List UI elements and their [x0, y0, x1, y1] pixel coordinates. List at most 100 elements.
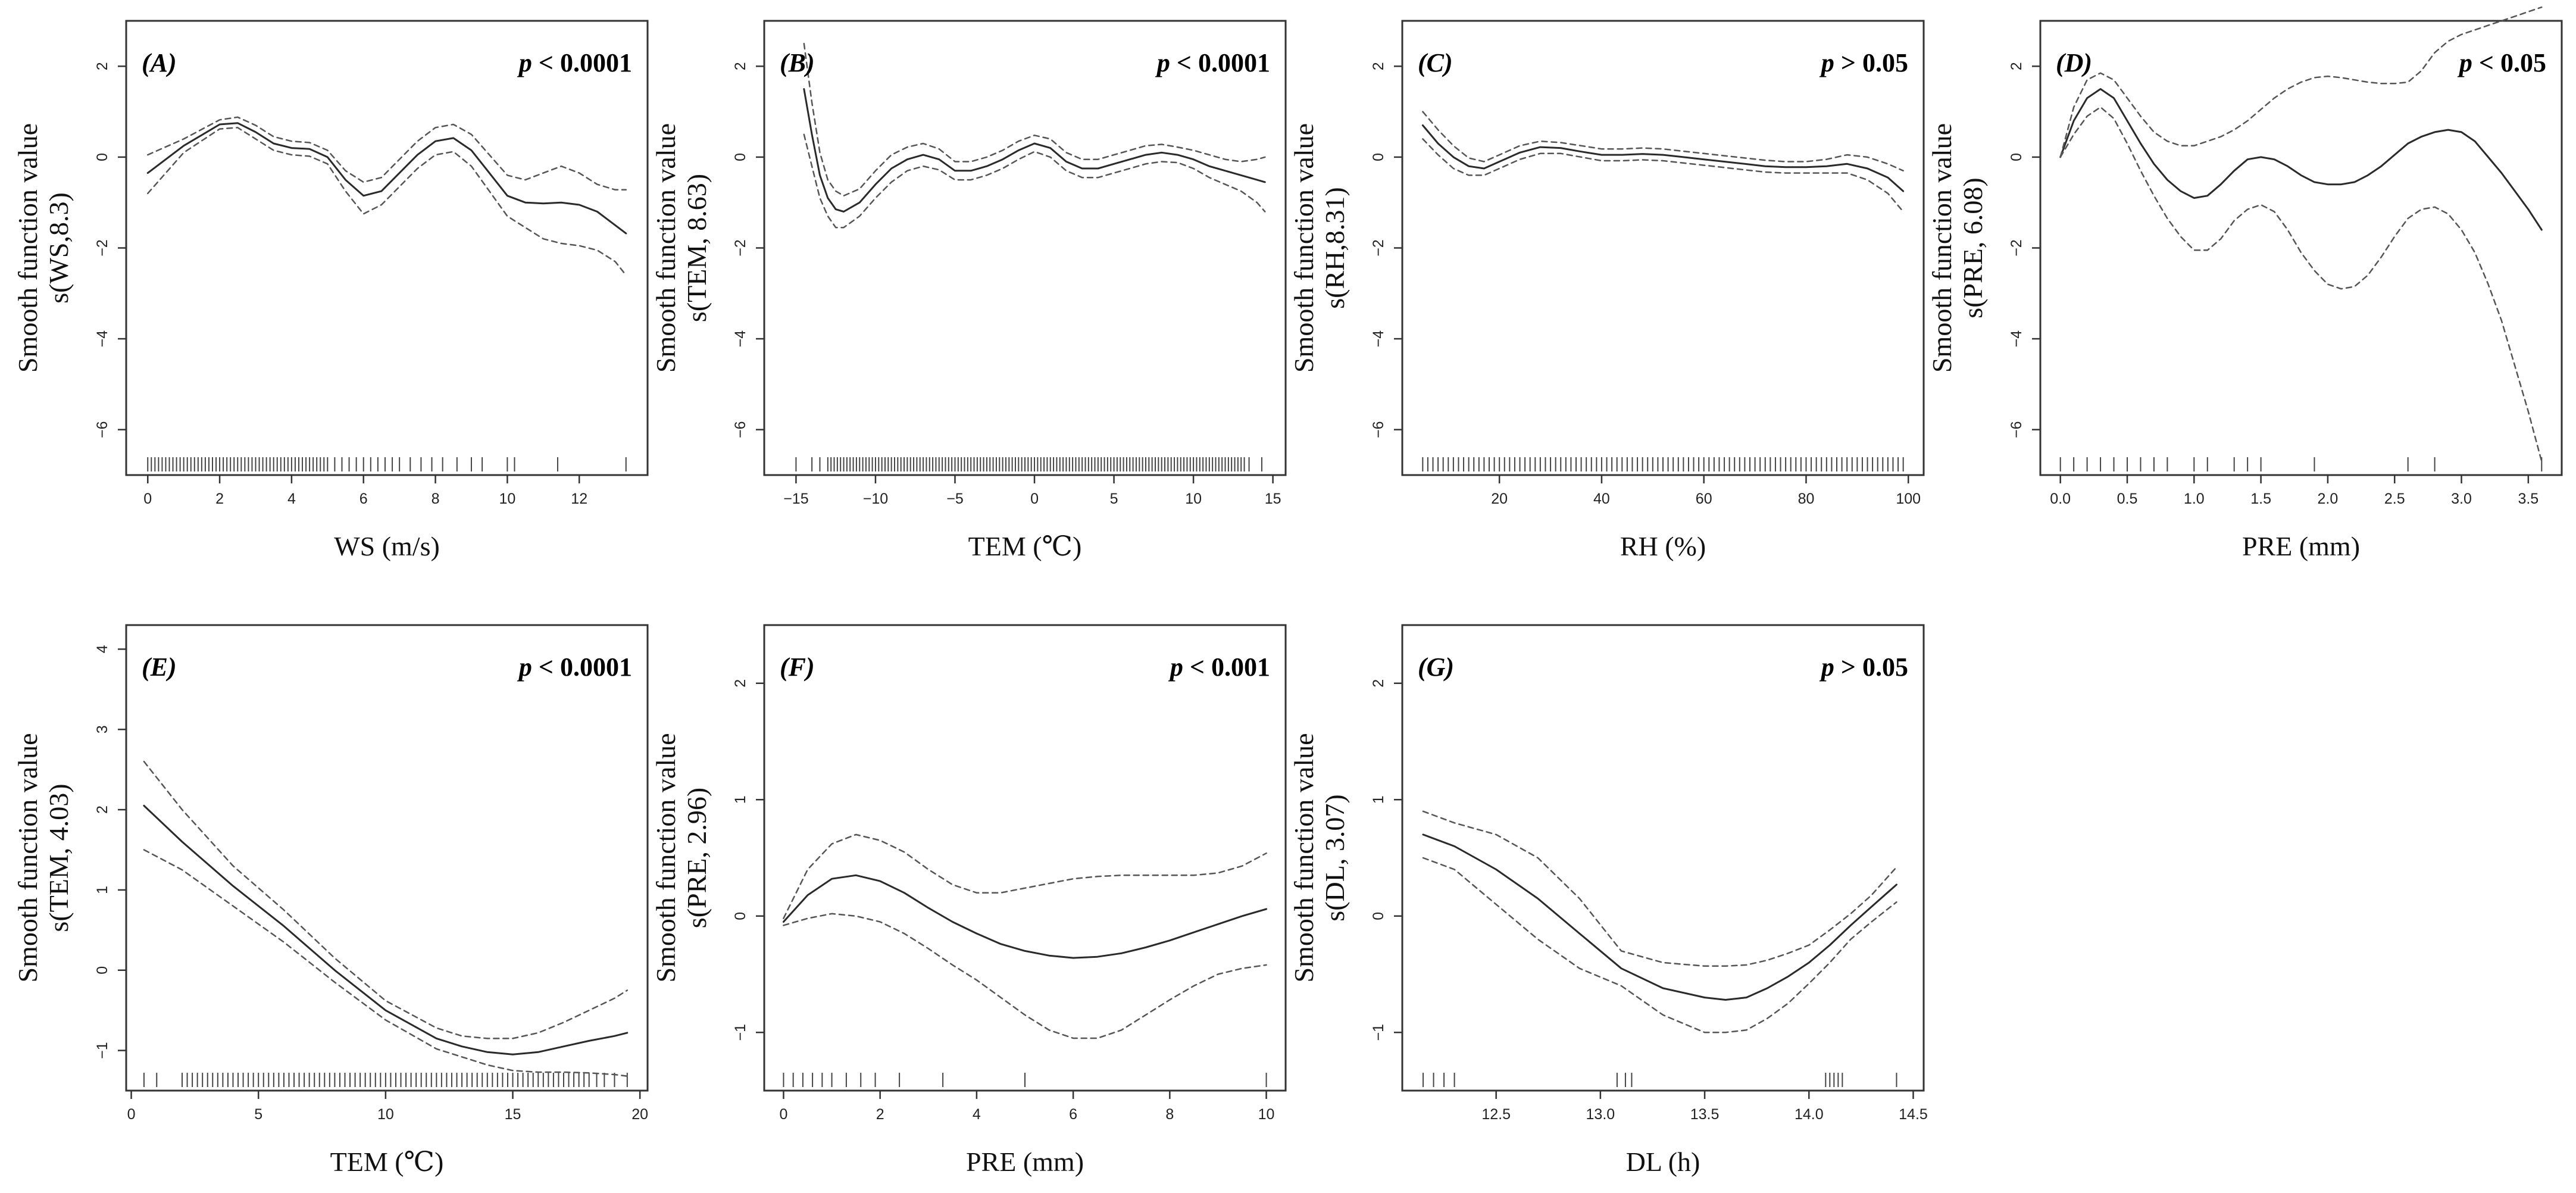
y-tick-label: −6: [1370, 421, 1387, 438]
x-tick-label: 10: [377, 1106, 394, 1123]
rug-marks: [783, 1073, 1267, 1087]
p-value-annotation: p > 0.05: [1819, 652, 1908, 682]
x-axis-label: PRE (mm): [966, 1147, 1084, 1177]
x-tick-label: 1.0: [2184, 491, 2205, 507]
x-axis-label: RH (%): [1620, 531, 1706, 561]
chart-panel: −6 −4 −2 0 2 0.0 0.5 1.0 1.5 2.0 2.5 3.0 3.5 (D) p < 0…: [1927, 6, 2563, 561]
x-tick-label: 8: [1165, 1106, 1174, 1123]
x-axis-label: PRE (mm): [2242, 531, 2360, 561]
panel-label: (F): [780, 652, 815, 682]
panel-label: (E): [142, 652, 177, 682]
x-tick-label: 0.5: [2117, 491, 2138, 507]
y-tick-label: 0: [94, 966, 111, 975]
y-tick-label: 2: [2008, 62, 2025, 70]
x-tick-label: 12.5: [1481, 1106, 1511, 1123]
x-tick-label: 13.0: [1586, 1106, 1615, 1123]
x-tick-label: 2: [876, 1106, 884, 1123]
rug-marks: [2059, 457, 2543, 471]
y-tick-label: −1: [94, 1042, 111, 1059]
y-tick-label: 1: [94, 886, 111, 894]
y-tick-label: 2: [732, 679, 749, 688]
y-axis-sublabel: s(WS,8.3): [43, 192, 74, 304]
y-tick-label: 0: [1370, 912, 1387, 920]
y-tick-label: −6: [732, 421, 749, 438]
y-axis-label: Smooth function value: [1289, 123, 1319, 373]
x-tick-label: 60: [1696, 491, 1712, 507]
x-tick-label: 1.5: [2250, 491, 2271, 507]
x-tick-label: −5: [946, 491, 964, 507]
y-tick-label: 0: [1370, 153, 1387, 161]
rug-marks: [147, 457, 627, 471]
y-tick-label: −2: [732, 239, 749, 257]
chart-panel: −1 0 1 2 0 2 4 6 8 10 (F) p < 0.001 PRE (mm) Smooth f…: [651, 624, 1287, 1177]
rug-marks: [1422, 457, 1904, 471]
plot-frame: [125, 20, 649, 476]
plot-frame: [763, 20, 1287, 476]
x-tick-label: 10: [1185, 491, 1202, 507]
p-value-annotation: p < 0.05: [2457, 48, 2546, 77]
p-value-text: < 0.0001: [532, 48, 632, 77]
y-tick-label: −6: [2008, 421, 2025, 438]
p-symbol: p: [1155, 48, 1170, 77]
x-axis-label: TEM (℃): [968, 531, 1082, 561]
lower-ci-line: [783, 913, 1267, 1039]
lower-ci-line: [143, 849, 629, 1077]
y-tick-label: 2: [1370, 62, 1387, 70]
x-tick-label: 6: [1069, 1106, 1077, 1123]
x-tick-label: 20: [1491, 491, 1508, 507]
y-axis-sublabel: s(PRE, 6.08): [1958, 177, 1988, 318]
x-tick-label: 40: [1593, 491, 1610, 507]
chart-panel: −1 0 1 2 3 4 0 5 10 15 20 (E) p < 0.0001 TEM (℃) Smoot…: [12, 624, 649, 1177]
upper-ci-line: [146, 116, 627, 191]
upper-ci-line: [783, 833, 1267, 919]
x-tick-label: 3.5: [2518, 491, 2539, 507]
chart-panel: −6 −4 −2 0 2 0 2 4 6 8 10 12 (A) p < 0.0001 WS (m/s) Sm…: [12, 20, 649, 561]
y-axis-sublabel: s(DL, 3.07): [1320, 794, 1350, 921]
p-value-text: > 0.05: [1834, 48, 1908, 77]
x-tick-label: 0: [1030, 491, 1039, 507]
lower-ci-line: [803, 133, 1266, 229]
rug-marks: [1423, 1073, 1897, 1087]
p-symbol: p: [1819, 48, 1834, 77]
y-tick-label: 2: [1370, 679, 1387, 688]
x-tick-label: 80: [1798, 491, 1815, 507]
x-tick-label: 14.0: [1795, 1106, 1824, 1123]
p-value-text: < 0.0001: [1170, 48, 1270, 77]
p-value-annotation: p < 0.0001: [517, 48, 632, 77]
y-tick-label: −1: [1370, 1024, 1387, 1041]
y-tick-label: −6: [94, 421, 111, 438]
lower-ci-line: [1422, 138, 1904, 213]
y-tick-label: 0: [732, 912, 749, 920]
y-axis-sublabel: s(RH,8.31): [1320, 187, 1350, 308]
panel-label: (A): [142, 48, 177, 77]
plot-frame: [2039, 20, 2563, 476]
x-tick-label: 13.5: [1690, 1106, 1720, 1123]
chart-panel: −6 −4 −2 0 2 −15 −10 −5 0 5 10 15 (B) p < 0.0001 TEM (…: [651, 20, 1287, 561]
x-axis-label: TEM (℃): [330, 1147, 444, 1177]
p-symbol: p: [517, 48, 532, 77]
x-tick-label: 2.5: [2384, 491, 2405, 507]
x-tick-label: 10: [499, 491, 515, 507]
upper-ci-line: [1422, 111, 1904, 172]
x-tick-label: 0: [143, 491, 152, 507]
plot-frame: [125, 624, 649, 1092]
chart-panel: −1 0 1 2 12.5 13.0 13.5 14.0 14.5 (G) p > 0.05 DL (…: [1289, 624, 1928, 1177]
plot-frame: [1401, 20, 1925, 476]
x-tick-label: 4: [287, 491, 296, 507]
x-tick-label: −15: [783, 491, 808, 507]
upper-ci-line: [2059, 6, 2543, 158]
p-symbol: p: [517, 652, 532, 682]
x-tick-label: 8: [432, 491, 440, 507]
p-value-annotation: p < 0.0001: [1155, 48, 1270, 77]
y-tick-label: 2: [94, 805, 111, 814]
panel-label: (G): [1418, 652, 1454, 682]
y-axis-sublabel: s(TEM, 4.03): [43, 783, 74, 932]
x-tick-label: 20: [632, 1106, 648, 1123]
x-axis-label: WS (m/s): [334, 531, 440, 561]
smooth-fit-line: [2059, 88, 2543, 231]
panel-label: (C): [1418, 48, 1453, 77]
x-tick-label: 2.0: [2318, 491, 2339, 507]
smooth-fit-line: [782, 874, 1268, 959]
p-value-annotation: p > 0.05: [1819, 48, 1908, 77]
smooth-fit-line: [146, 122, 627, 235]
